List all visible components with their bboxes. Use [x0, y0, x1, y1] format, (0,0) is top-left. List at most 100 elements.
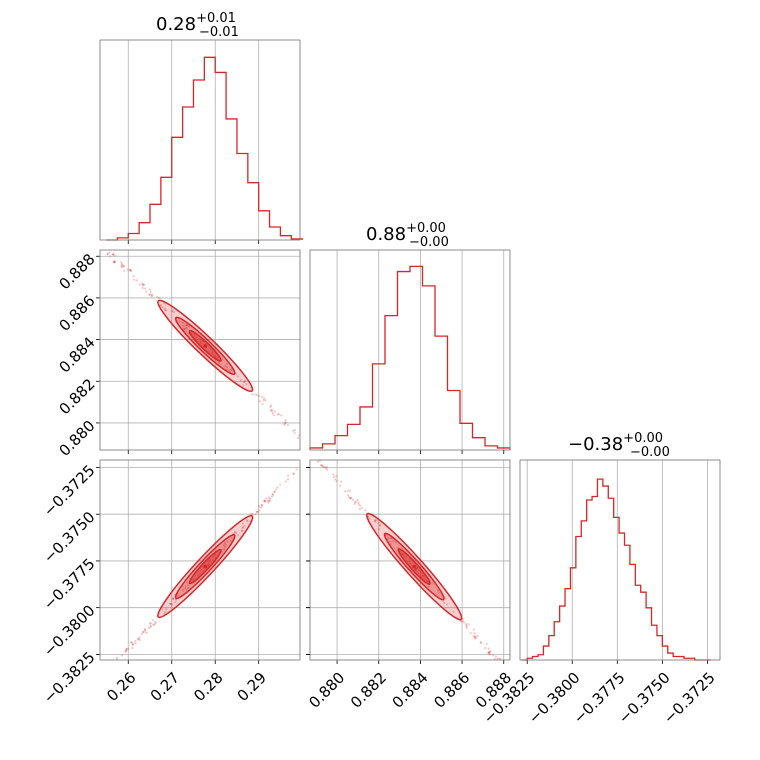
scatter-point: [135, 279, 138, 282]
scatter-point: [245, 519, 248, 522]
scatter-point: [106, 252, 109, 256]
scatter-point: [106, 252, 109, 256]
scatter-point: [174, 601, 177, 604]
panel-frame: [519, 459, 721, 661]
scatter-point: [277, 412, 281, 416]
scatter-point: [131, 646, 134, 650]
scatter-point: [284, 421, 287, 425]
scatter-point: [165, 309, 168, 312]
scatter-point: [185, 588, 188, 591]
scatter-point: [223, 541, 227, 544]
scatter-point: [465, 624, 468, 627]
scatter-point: [349, 496, 353, 500]
scatter-point: [347, 494, 350, 497]
scatter-point: [239, 379, 243, 382]
scatter-point: [263, 500, 266, 503]
scatter-point: [496, 657, 499, 660]
scatter-point: [227, 369, 231, 373]
scatter-point: [182, 328, 185, 331]
scatter-point: [373, 520, 376, 523]
scatter-point: [325, 468, 329, 471]
scatter-point: [225, 362, 228, 365]
scatter-point: [223, 545, 226, 548]
scatter-point: [261, 395, 264, 398]
scatter-point: [494, 655, 498, 658]
scatter-point: [378, 523, 382, 527]
scatter-point: [142, 630, 145, 634]
scatter-point: [242, 380, 245, 384]
histogram-step-line: [106, 56, 303, 241]
scatter-point: [353, 502, 356, 506]
scatter-point: [123, 269, 126, 273]
panel-title: 0.28+0.01: [156, 11, 236, 35]
scatter-point: [112, 253, 115, 256]
scatter-point: [271, 492, 275, 496]
density-peak: [412, 564, 416, 569]
title-plus-error: +0.00: [406, 221, 446, 236]
scatter-point: [147, 626, 150, 629]
scatter-point: [280, 414, 283, 417]
scatter-point: [137, 637, 140, 641]
scatter-point: [487, 651, 490, 654]
scatter-point: [492, 654, 495, 657]
title-value: 0.28: [156, 14, 196, 35]
scatter-point: [323, 465, 326, 469]
scatter-point: [378, 527, 381, 531]
scatter-point: [390, 537, 393, 540]
scatter-point: [257, 504, 260, 507]
scatter-point: [321, 464, 324, 467]
scatter-point: [487, 651, 491, 654]
scatter-point: [226, 366, 229, 369]
scatter-point: [121, 263, 124, 267]
title-minus-error: −0.00: [630, 445, 670, 460]
scatter-point: [316, 460, 320, 463]
scatter-point: [354, 500, 357, 503]
scatter-point: [148, 293, 152, 296]
scatter-point: [273, 410, 277, 413]
x-tick-label: 0.29: [234, 669, 270, 705]
scatter-point: [270, 409, 273, 413]
scatter-point: [233, 530, 236, 533]
scatter-point: [461, 620, 464, 623]
scatter-point: [184, 329, 187, 333]
scatter-point: [465, 627, 468, 630]
scatter-point: [149, 622, 152, 625]
scatter-point: [259, 506, 262, 509]
scatter-point: [460, 619, 463, 623]
scatter-point: [187, 325, 191, 328]
scatter-point: [182, 328, 186, 331]
scatter-point: [164, 308, 167, 312]
scatter-point: [334, 478, 337, 481]
scatter-point: [113, 260, 116, 263]
scatter-point: [181, 321, 184, 324]
scatter-point: [437, 591, 440, 594]
scatter-point: [184, 587, 187, 590]
scatter-point: [473, 637, 476, 640]
panel-frame: [99, 459, 301, 661]
scatter-point: [270, 404, 273, 407]
scatter-point: [348, 489, 351, 492]
scatter-point: [150, 293, 153, 296]
title-minus-error: −0.01: [199, 25, 239, 40]
scatter-point: [351, 498, 354, 501]
y-tick-label: −0.3725: [40, 461, 99, 520]
scatter-point: [293, 428, 297, 432]
scatter-point: [132, 643, 135, 646]
scatter-point: [246, 519, 249, 523]
scatter-point: [130, 641, 133, 644]
scatter-point: [356, 498, 359, 502]
scatter-point: [286, 474, 290, 477]
scatter-point: [472, 628, 475, 631]
scatter-point: [172, 310, 176, 313]
scatter-point: [462, 621, 466, 624]
scatter-point: [149, 622, 152, 625]
scatter-point: [128, 268, 131, 271]
scatter-point: [149, 290, 152, 293]
scatter-point: [182, 321, 185, 324]
scatter-point: [292, 472, 295, 475]
scatter-point: [319, 464, 323, 467]
scatter-point: [359, 504, 362, 507]
scatter-point: [152, 623, 155, 626]
x-tick-label: 0.884: [389, 669, 432, 712]
